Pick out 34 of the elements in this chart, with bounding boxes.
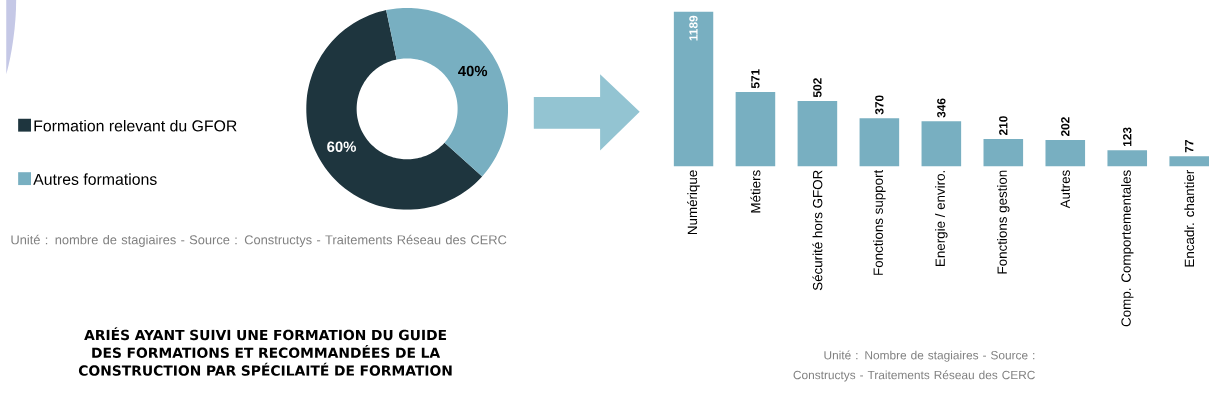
text: Unité : Nombre de stagiaires - Source : Constructys - Traitements Réseau des CERC [793,350,1035,382]
bar [859,118,900,167]
bar [1045,140,1086,167]
x-tick-label: Numérique [687,170,700,235]
bar [673,11,714,167]
text: Unité : nombre de stagiaires - Source : Constructys - Traitements Réseau des CERC [11,234,507,247]
data-label: 571 [751,69,760,89]
x-tick-label: Energie / enviro. [935,171,948,267]
x-tick-label: Métiers [750,170,761,213]
data-label: 60% [327,141,356,153]
data-label: 202 [1061,117,1070,137]
data-label: 123 [1123,127,1132,147]
bar [1169,156,1209,167]
text: ARIÉS AYANT SUIVI UNE FORMATION DU GUIDE DES FORMATIONS ET RECOMMANDÉES DE LA CONSTRUCTION PAR SPÉCILAITÉ DE FORMATION [78,327,452,376]
data-label: 1189 [689,15,698,41]
bar [797,101,838,167]
bar [921,121,962,167]
bar [1107,150,1148,167]
x-tick-label: Fonctions support [873,169,886,275]
data-label: 346 [937,98,946,118]
x-tick-label: Autres [1060,170,1070,209]
x-tick-label: Sécurité hors GFOR [812,170,823,291]
x-tick-label: Fonctions gestion [997,170,1010,274]
data-label: 77 [1185,140,1194,153]
x-tick-label: Comp. Comportementales [1121,170,1134,327]
legend-label: Formation relevant du GFOR [34,119,237,132]
x-tick-label: Encadr. chantier [1184,170,1195,267]
data-label: 370 [875,95,884,115]
bar [735,92,776,167]
data-label: 40% [458,65,488,77]
data-label: 502 [813,78,822,98]
bar [983,139,1024,167]
legend-label: Autres formations [33,173,157,186]
data-label: 210 [999,116,1008,136]
